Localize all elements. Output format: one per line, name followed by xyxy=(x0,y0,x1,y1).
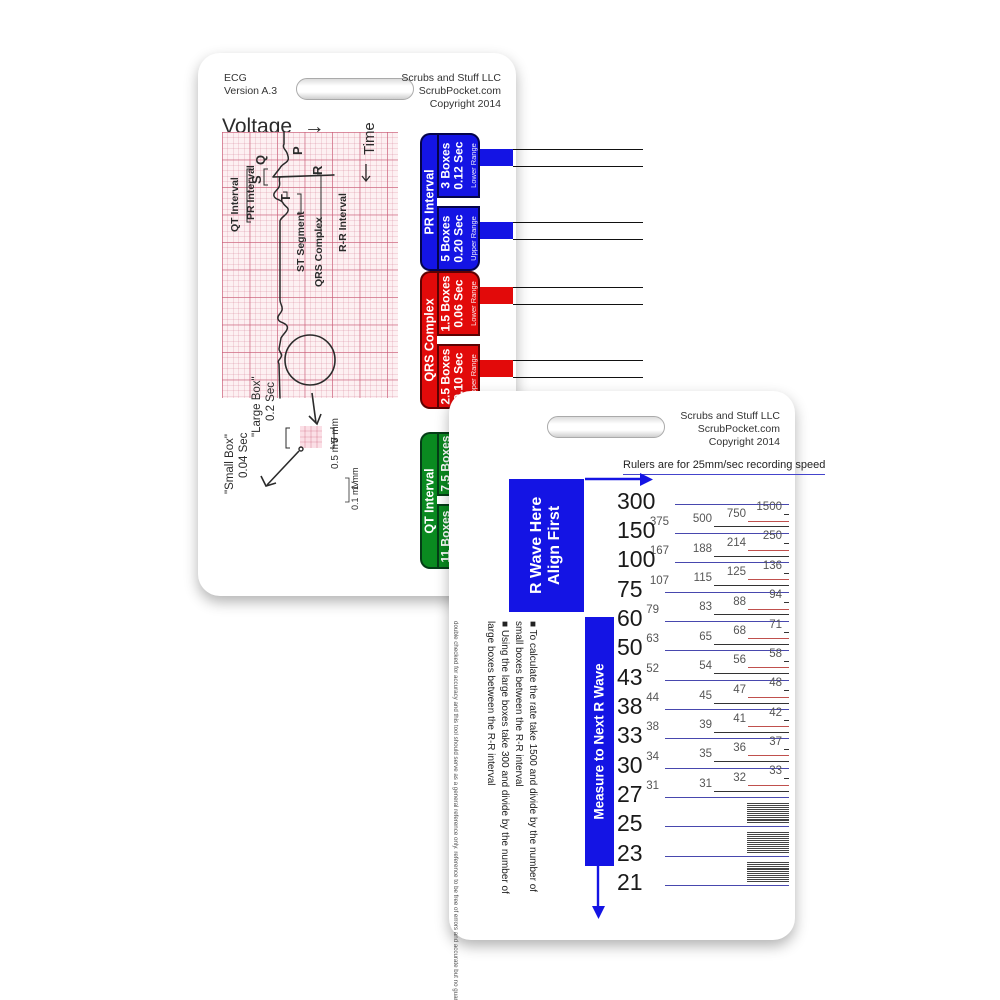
svg-text:QT Interval: QT Interval xyxy=(229,177,241,232)
svg-text:QRS Complex: QRS Complex xyxy=(313,217,325,287)
svg-text:ST Segment: ST Segment xyxy=(295,211,307,272)
svg-text:0.2 Sec: 0.2 Sec xyxy=(265,382,277,421)
svg-text:Time: Time xyxy=(361,122,378,155)
svg-text:"Small Box": "Small Box" xyxy=(224,434,236,494)
svg-text:R-R Interval: R-R Interval xyxy=(337,193,349,252)
svg-text:R: R xyxy=(310,165,325,175)
svg-text:0.04 Sec: 0.04 Sec xyxy=(238,432,250,478)
svg-text:"Large Box": "Large Box" xyxy=(251,376,263,437)
svg-text:0.1 mV: 0.1 mV xyxy=(350,481,360,510)
svg-text:0.5 mV: 0.5 mV xyxy=(330,437,341,469)
svg-text:P: P xyxy=(290,146,305,155)
svg-text:Q: Q xyxy=(253,155,268,165)
